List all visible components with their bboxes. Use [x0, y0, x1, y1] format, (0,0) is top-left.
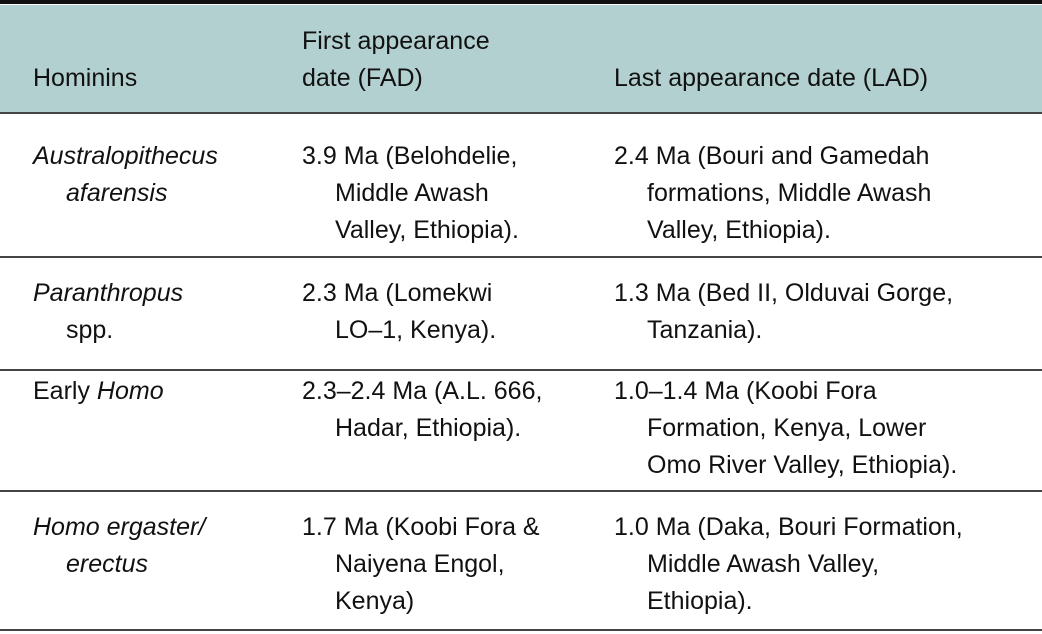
lad-line: Ethiopia). — [647, 587, 753, 615]
text-segment: Early — [33, 377, 97, 405]
text-segment: erectus — [66, 550, 148, 578]
row-rule — [0, 369, 1042, 371]
fad-line: LO–1, Kenya). — [335, 316, 497, 344]
header-rule — [0, 112, 1042, 114]
fad-line: Hadar, Ethiopia). — [335, 414, 522, 442]
text-segment: afarensis — [66, 179, 168, 207]
fad-line: 3.9 Ma (Belohdelie, — [302, 142, 518, 170]
header-cell: Last appearance date (LAD) — [614, 64, 929, 92]
fad-line: 1.7 Ma (Koobi Fora & — [302, 513, 540, 541]
header-cell: First appearance — [302, 27, 490, 55]
lad-line: 1.3 Ma (Bed II, Olduvai Gorge, — [614, 279, 954, 307]
header-cell: date (FAD) — [302, 64, 423, 92]
fad-line: 2.3 Ma (Lomekwi — [302, 279, 493, 307]
text-segment: Paranthropus — [33, 279, 184, 307]
top-rule — [0, 0, 1042, 4]
lad-line: Tanzania). — [647, 316, 763, 344]
lad-line: 1.0 Ma (Daka, Bouri Formation, — [614, 513, 963, 541]
lad-line: Valley, Ethiopia). — [647, 216, 831, 244]
lad-line: Middle Awash Valley, — [647, 550, 880, 578]
lad-line: formations, Middle Awash — [647, 179, 932, 207]
lad-line: Formation, Kenya, Lower — [647, 414, 927, 442]
hominin-line: Australopithecus — [33, 138, 218, 175]
fad-line: Valley, Ethiopia). — [335, 216, 519, 244]
hominin-line: spp. — [66, 312, 113, 349]
hominin-line: afarensis — [66, 175, 167, 212]
lad-line: Omo River Valley, Ethiopia). — [647, 451, 958, 479]
header-band — [0, 5, 1042, 113]
fad-line: 2.3–2.4 Ma (A.L. 666, — [302, 377, 543, 405]
fad-line: Naiyena Engol, — [335, 550, 505, 578]
text-segment: spp. — [66, 316, 114, 344]
lad-line: 2.4 Ma (Bouri and Gamedah — [614, 142, 930, 170]
hominin-line: erectus — [66, 546, 148, 583]
hominin-line: Early Homo — [33, 373, 164, 410]
fad-line: Middle Awash — [335, 179, 489, 207]
row-rule — [0, 490, 1042, 492]
header-cell: Hominins — [33, 64, 138, 92]
bottom-rule — [0, 629, 1042, 631]
lad-line: 1.0–1.4 Ma (Koobi Fora — [614, 377, 877, 405]
hominin-line: Paranthropus — [33, 275, 183, 312]
fad-line: Kenya) — [335, 587, 415, 615]
hominin-line: Homo ergaster/ — [33, 509, 205, 546]
row-rule — [0, 256, 1042, 258]
text-segment: Homo — [96, 377, 164, 405]
text-segment: Homo ergaster/ — [33, 513, 206, 541]
text-segment: Australopithecus — [33, 142, 218, 170]
